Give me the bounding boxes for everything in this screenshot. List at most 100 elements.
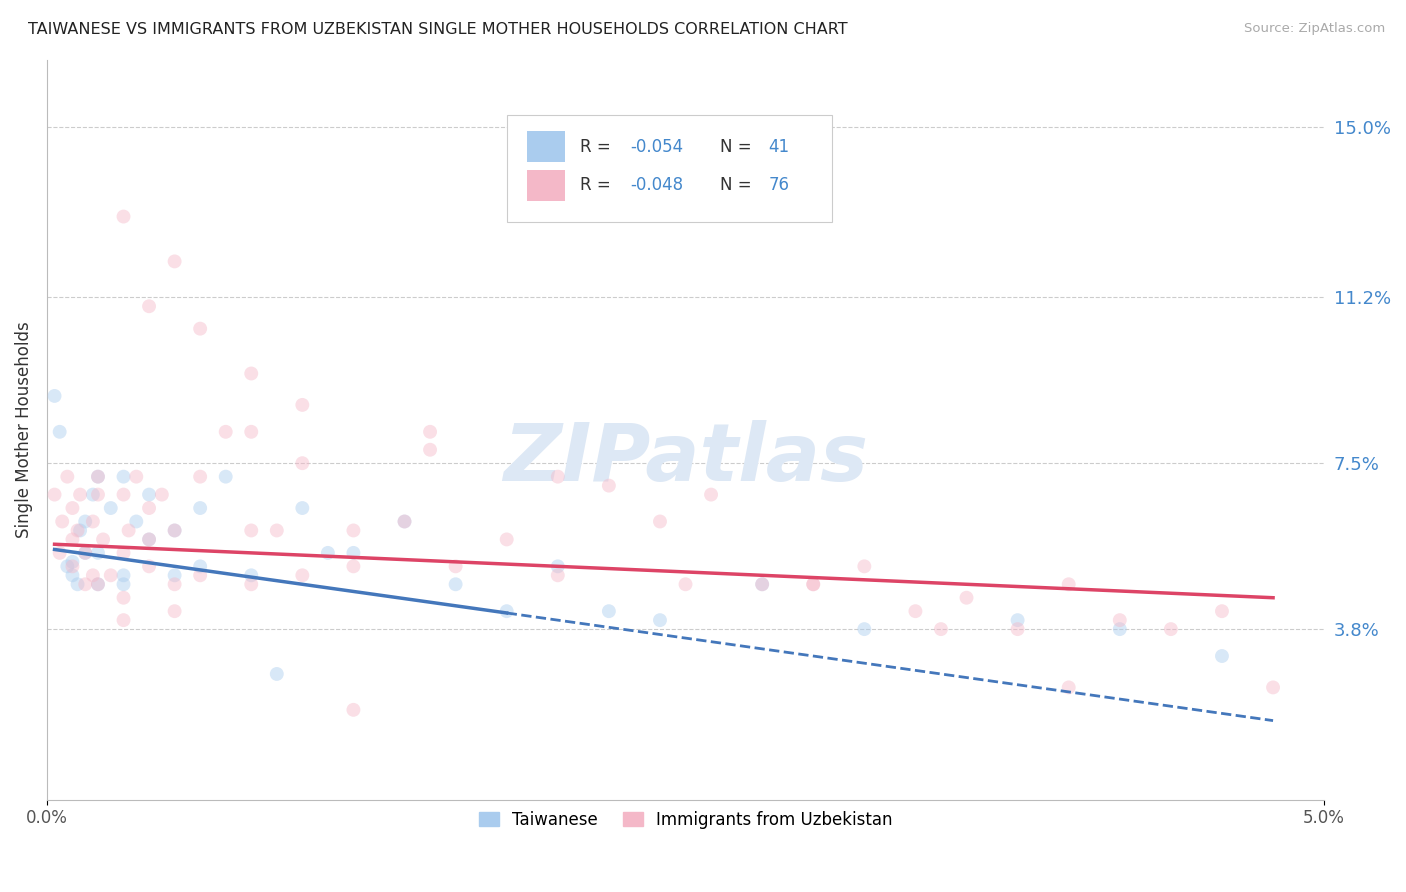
Point xyxy=(444,577,467,591)
Point xyxy=(291,456,314,470)
Text: 76: 76 xyxy=(769,177,790,194)
Point xyxy=(66,577,89,591)
Point xyxy=(955,591,977,605)
Point xyxy=(547,568,569,582)
Point xyxy=(56,559,79,574)
Point xyxy=(547,559,569,574)
Text: N =: N = xyxy=(720,138,756,156)
Point xyxy=(751,577,773,591)
Point xyxy=(69,524,91,538)
Point xyxy=(66,524,89,538)
Point xyxy=(75,515,97,529)
Point xyxy=(82,515,104,529)
Point xyxy=(1261,681,1284,695)
Point xyxy=(112,210,135,224)
Point xyxy=(82,568,104,582)
Point xyxy=(419,442,441,457)
Point xyxy=(91,533,114,547)
Point xyxy=(266,524,288,538)
Point xyxy=(163,524,186,538)
Point xyxy=(291,398,314,412)
Point xyxy=(316,546,339,560)
Point xyxy=(598,478,620,492)
Point xyxy=(394,515,416,529)
Point xyxy=(150,487,173,501)
Text: Source: ZipAtlas.com: Source: ZipAtlas.com xyxy=(1244,22,1385,36)
Point xyxy=(188,568,211,582)
Point xyxy=(751,577,773,591)
Point xyxy=(100,501,122,516)
Point xyxy=(1160,622,1182,636)
Point xyxy=(444,559,467,574)
Point xyxy=(75,546,97,560)
Text: 41: 41 xyxy=(769,138,790,156)
Point xyxy=(112,577,135,591)
Point xyxy=(125,515,148,529)
Point xyxy=(1211,648,1233,663)
Text: -0.048: -0.048 xyxy=(631,177,683,194)
Point xyxy=(62,555,84,569)
Point xyxy=(291,568,314,582)
Point xyxy=(215,469,238,483)
Point xyxy=(163,254,186,268)
Point xyxy=(117,524,139,538)
Point xyxy=(188,321,211,335)
Y-axis label: Single Mother Households: Single Mother Households xyxy=(15,321,32,538)
Point xyxy=(675,577,697,591)
Point xyxy=(51,515,73,529)
Point xyxy=(801,577,824,591)
Point xyxy=(342,524,364,538)
Point xyxy=(87,577,110,591)
Point xyxy=(240,367,263,381)
Point xyxy=(1211,604,1233,618)
Point xyxy=(56,469,79,483)
Text: N =: N = xyxy=(720,177,756,194)
Text: R =: R = xyxy=(579,138,616,156)
Point xyxy=(1057,577,1080,591)
Point xyxy=(125,469,148,483)
Point xyxy=(215,425,238,439)
Point xyxy=(1108,613,1130,627)
Point xyxy=(188,559,211,574)
Text: TAIWANESE VS IMMIGRANTS FROM UZBEKISTAN SINGLE MOTHER HOUSEHOLDS CORRELATION CHA: TAIWANESE VS IMMIGRANTS FROM UZBEKISTAN … xyxy=(28,22,848,37)
Point xyxy=(100,568,122,582)
Point xyxy=(87,469,110,483)
Point xyxy=(547,469,569,483)
Point xyxy=(853,559,876,574)
Point xyxy=(48,425,70,439)
Point xyxy=(929,622,952,636)
Point xyxy=(1007,622,1029,636)
Point xyxy=(342,703,364,717)
Point xyxy=(87,487,110,501)
Point xyxy=(112,546,135,560)
Point xyxy=(648,613,671,627)
Point xyxy=(188,469,211,483)
Point xyxy=(291,501,314,516)
Text: ZIPatlas: ZIPatlas xyxy=(503,420,868,498)
Point xyxy=(138,299,160,313)
Point xyxy=(69,487,91,501)
Point xyxy=(598,604,620,618)
Point xyxy=(163,524,186,538)
FancyBboxPatch shape xyxy=(527,169,565,201)
Point xyxy=(75,577,97,591)
Point xyxy=(240,568,263,582)
Point xyxy=(138,501,160,516)
Point xyxy=(1057,681,1080,695)
Point xyxy=(700,487,723,501)
Point xyxy=(62,568,84,582)
Point xyxy=(801,577,824,591)
Point xyxy=(240,577,263,591)
FancyBboxPatch shape xyxy=(506,115,832,222)
Point xyxy=(163,604,186,618)
Point xyxy=(240,425,263,439)
Point xyxy=(163,568,186,582)
Legend: Taiwanese, Immigrants from Uzbekistan: Taiwanese, Immigrants from Uzbekistan xyxy=(472,805,900,836)
Point xyxy=(75,546,97,560)
Point xyxy=(188,501,211,516)
Point xyxy=(112,469,135,483)
Point xyxy=(342,546,364,560)
Point xyxy=(87,469,110,483)
Point xyxy=(62,533,84,547)
Point xyxy=(904,604,927,618)
